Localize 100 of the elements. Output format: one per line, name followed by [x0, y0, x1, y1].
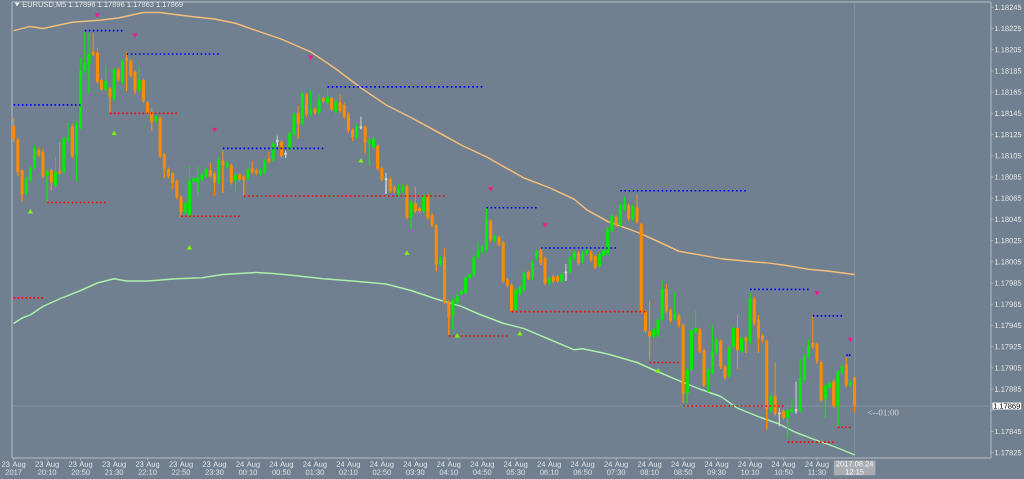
candlestick	[535, 249, 539, 261]
candlestick	[484, 207, 488, 252]
point	[814, 291, 820, 296]
candlestick	[493, 233, 497, 243]
candlestick	[300, 91, 304, 126]
candlestick	[848, 380, 852, 388]
annotation: <--01:00	[867, 409, 899, 416]
candlestick	[325, 87, 329, 106]
candlestick	[321, 95, 325, 104]
candlestick	[225, 160, 229, 169]
point	[308, 55, 314, 60]
point	[132, 33, 138, 38]
candlestick	[798, 358, 802, 413]
candlestick	[112, 67, 116, 102]
candlestick	[267, 151, 271, 164]
candlestick	[660, 280, 664, 322]
candlestick	[187, 165, 191, 218]
candlestick	[547, 276, 551, 286]
candlestick	[727, 345, 731, 378]
candlestick	[305, 92, 309, 118]
candlestick	[514, 287, 518, 313]
candlestick	[271, 141, 275, 162]
candlestick	[765, 338, 769, 430]
candlestick	[49, 167, 53, 192]
candlestick	[120, 58, 124, 85]
candlestick	[363, 124, 367, 155]
candlestick	[769, 393, 773, 413]
candlestick	[405, 183, 409, 220]
candlestick	[853, 376, 857, 413]
candlestick	[773, 362, 777, 417]
candlestick	[279, 139, 283, 159]
candlestick	[58, 141, 62, 176]
point	[358, 158, 364, 163]
candlestick	[597, 251, 601, 269]
candlestick	[777, 407, 781, 427]
candlestick	[263, 158, 267, 175]
candlestick	[740, 335, 744, 354]
candlestick	[296, 105, 300, 140]
point	[655, 368, 661, 373]
candlestick	[54, 156, 58, 189]
candlestick	[196, 165, 200, 197]
point	[94, 13, 100, 18]
candlestick	[388, 176, 392, 194]
candlestick	[367, 135, 371, 166]
candlestick	[510, 282, 514, 314]
candlestick	[317, 93, 321, 115]
candlestick	[731, 326, 735, 350]
candlestick	[125, 51, 129, 92]
candlestick	[384, 172, 388, 195]
candlestick	[568, 254, 572, 274]
candlestick	[823, 383, 827, 419]
candlestick	[464, 275, 468, 296]
candlestick	[116, 67, 120, 83]
candlestick	[748, 292, 752, 344]
candlestick	[735, 314, 739, 370]
candlestick	[673, 292, 677, 321]
point	[186, 245, 192, 250]
candlestick	[451, 297, 455, 331]
candlestick	[635, 194, 639, 225]
point	[212, 127, 217, 133]
point	[454, 333, 460, 338]
candlestick	[526, 269, 530, 281]
candlestick	[551, 274, 555, 284]
candlestick	[401, 183, 405, 194]
candlestick	[284, 149, 288, 159]
candlestick	[108, 86, 112, 113]
candlestick	[434, 223, 438, 272]
line-series	[12, 11, 856, 276]
candlestick	[832, 379, 836, 409]
candlestick	[409, 199, 413, 230]
candlestick	[836, 369, 840, 427]
candlestick	[87, 32, 91, 94]
candlestick	[242, 174, 246, 197]
candlestick	[309, 89, 313, 116]
candlestick	[794, 381, 798, 414]
candlestick	[522, 270, 526, 292]
candlestick	[334, 99, 338, 114]
candlestick	[217, 157, 221, 185]
candlestick	[275, 135, 279, 147]
candlestick	[221, 149, 225, 194]
candlestick	[45, 169, 49, 202]
point	[542, 223, 548, 228]
candlestick	[250, 160, 254, 175]
candlestick	[141, 77, 145, 104]
candlestick	[12, 118, 16, 143]
candlestick	[631, 204, 635, 221]
candlestick	[137, 65, 141, 93]
candlestick	[355, 123, 359, 140]
candlestick	[330, 95, 334, 112]
candlestick	[41, 147, 45, 179]
candlestick	[359, 116, 363, 130]
candlestick	[33, 144, 37, 171]
point	[404, 250, 410, 255]
candlestick	[154, 113, 158, 124]
candlestick	[581, 250, 585, 264]
candlestick	[530, 260, 534, 281]
candlestick	[489, 218, 493, 243]
candlestick	[564, 263, 568, 282]
candlestick	[576, 250, 580, 266]
candlestick	[656, 317, 660, 338]
